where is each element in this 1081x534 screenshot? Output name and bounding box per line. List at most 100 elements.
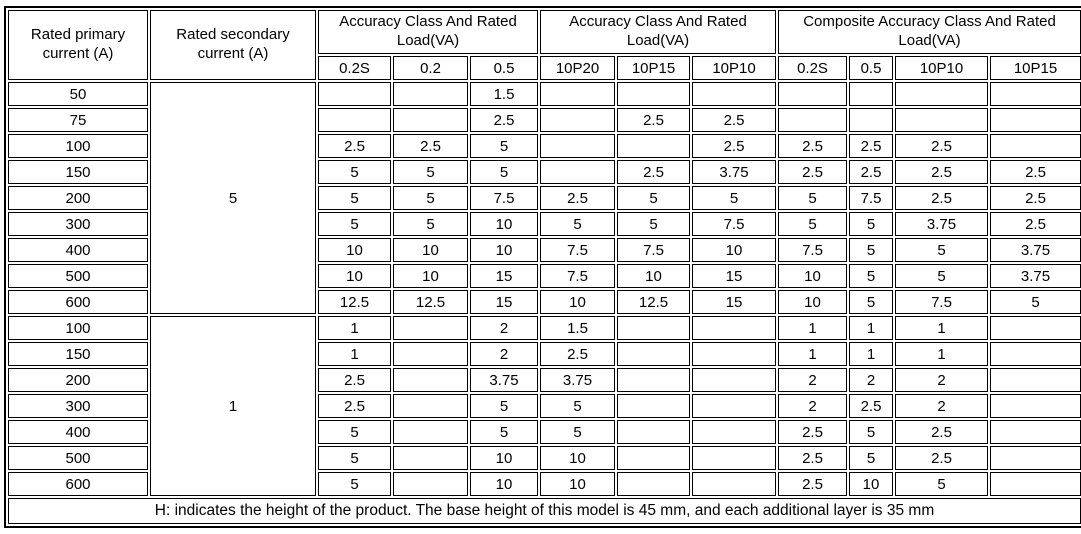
rated-load-value-cell: 1 [778,342,847,366]
rated-load-value-cell: 2 [895,368,988,392]
rated-load-value-cell: 15 [692,264,776,288]
subheader-accuracy-class-5: 10P10 [692,56,776,80]
rated-load-value-cell [692,446,776,470]
rated-load-value-cell [393,108,468,132]
rated-load-value-cell [617,82,690,106]
rated-load-value-cell: 1.5 [540,316,615,340]
rated-load-value-cell: 2.5 [778,446,847,470]
header-rated-secondary-current: Rated secondary current (A) [150,10,316,80]
rated-load-value-cell [617,472,690,496]
table-row: 150 1 2 2.5 1 1 1 [8,342,1081,366]
rated-load-value-cell: 10 [540,446,615,470]
rated-load-value-cell: 7.5 [692,212,776,236]
rated-load-value-cell: 5 [692,186,776,210]
rated-load-value-cell: 10 [692,238,776,262]
rated-load-value-cell: 5 [540,212,615,236]
rated-load-value-cell: 10 [470,212,538,236]
rated-load-value-cell [617,394,690,418]
rated-load-value-cell: 3.75 [990,238,1081,262]
rated-load-value-cell: 2 [895,394,988,418]
table-row: 300 5 5 10 5 5 7.5 5 5 3.75 2.5 [8,212,1081,236]
rated-load-value-cell: 5 [318,446,391,470]
rated-load-value-cell: 5 [470,134,538,158]
primary-current-cell: 500 [8,264,148,288]
subheader-accuracy-class-7: 0.5 [849,56,893,80]
rated-load-value-cell [692,82,776,106]
rated-load-value-cell [990,420,1081,444]
rated-load-value-cell: 10 [318,238,391,262]
subheader-accuracy-class-0: 0.2S [318,56,391,80]
header-group-row: Rated primary current (A) Rated secondar… [8,10,1081,80]
rated-load-value-cell: 5 [990,290,1081,314]
primary-current-cell: 100 [8,134,148,158]
rated-load-value-cell [849,82,893,106]
primary-current-cell: 600 [8,290,148,314]
rated-load-value-cell: 7.5 [849,186,893,210]
rated-load-value-cell: 5 [540,394,615,418]
rated-load-value-cell: 5 [318,160,391,184]
rated-load-value-cell: 1 [895,316,988,340]
rated-load-value-cell: 5 [318,472,391,496]
rated-load-value-cell: 15 [470,290,538,314]
rated-load-value-cell: 3.75 [470,368,538,392]
rated-load-value-cell [393,368,468,392]
rated-load-value-cell: 3.75 [990,264,1081,288]
rated-load-value-cell: 12.5 [617,290,690,314]
header-accuracy-class-group-1: Accuracy Class And Rated Load(VA) [318,10,538,54]
rated-load-value-cell [318,108,391,132]
primary-current-cell: 300 [8,212,148,236]
rated-load-value-cell: 2 [778,394,847,418]
rated-load-value-cell: 5 [318,420,391,444]
table-row: 400 5 5 5 2.5 5 2.5 [8,420,1081,444]
primary-current-cell: 100 [8,316,148,340]
rated-load-value-cell: 1 [318,342,391,366]
rated-load-value-cell [990,134,1081,158]
rated-load-value-cell [990,446,1081,470]
rated-load-value-cell [692,342,776,366]
rated-load-value-cell: 2.5 [692,108,776,132]
primary-current-cell: 400 [8,238,148,262]
rated-load-value-cell: 7.5 [540,238,615,262]
rated-load-value-cell: 5 [895,238,988,262]
rated-load-value-cell: 5 [778,186,847,210]
header-accuracy-class-group-2: Accuracy Class And Rated Load(VA) [540,10,776,54]
rated-load-value-cell: 2.5 [318,134,391,158]
header-subcolumn-row: 0.2S 0.2 0.5 10P20 10P15 10P10 0.2S 0.5 10P10 10P… [8,56,1081,80]
subheader-accuracy-class-1: 0.2 [393,56,468,80]
rated-load-value-cell: 2.5 [470,108,538,132]
rated-load-value-cell [617,420,690,444]
rated-load-value-cell [990,368,1081,392]
rated-load-value-cell: 1.5 [470,82,538,106]
rated-load-value-cell: 1 [849,316,893,340]
rated-load-value-cell: 2 [849,368,893,392]
rated-load-value-cell: 5 [849,238,893,262]
primary-current-cell: 200 [8,186,148,210]
rated-load-value-cell [778,82,847,106]
rated-load-value-cell [540,108,615,132]
rated-load-value-cell: 10 [393,264,468,288]
rated-load-value-cell [990,316,1081,340]
rated-load-value-cell: 10 [318,264,391,288]
rated-load-value-cell: 2.5 [540,186,615,210]
rated-load-value-cell: 2.5 [778,134,847,158]
rated-load-value-cell: 5 [849,290,893,314]
primary-current-cell: 500 [8,446,148,470]
rated-load-value-cell [778,108,847,132]
rated-load-value-cell [393,342,468,366]
rated-load-value-cell: 2 [778,368,847,392]
rated-load-value-cell [692,420,776,444]
rated-load-value-cell: 2.5 [990,212,1081,236]
rated-load-value-cell: 3.75 [540,368,615,392]
rated-load-value-cell: 7.5 [470,186,538,210]
rated-load-value-cell: 5 [318,212,391,236]
rated-load-value-cell: 10 [540,290,615,314]
footnote-row: H: indicates the height of the product. … [8,498,1081,524]
rated-load-value-cell: 2.5 [990,160,1081,184]
rated-load-value-cell: 10 [470,238,538,262]
rated-load-value-cell: 3.75 [895,212,988,236]
rated-load-value-cell: 2.5 [849,134,893,158]
rated-load-value-cell [990,394,1081,418]
rated-load-value-cell: 5 [849,446,893,470]
rated-load-value-cell: 5 [318,186,391,210]
rated-load-value-cell: 7.5 [617,238,690,262]
